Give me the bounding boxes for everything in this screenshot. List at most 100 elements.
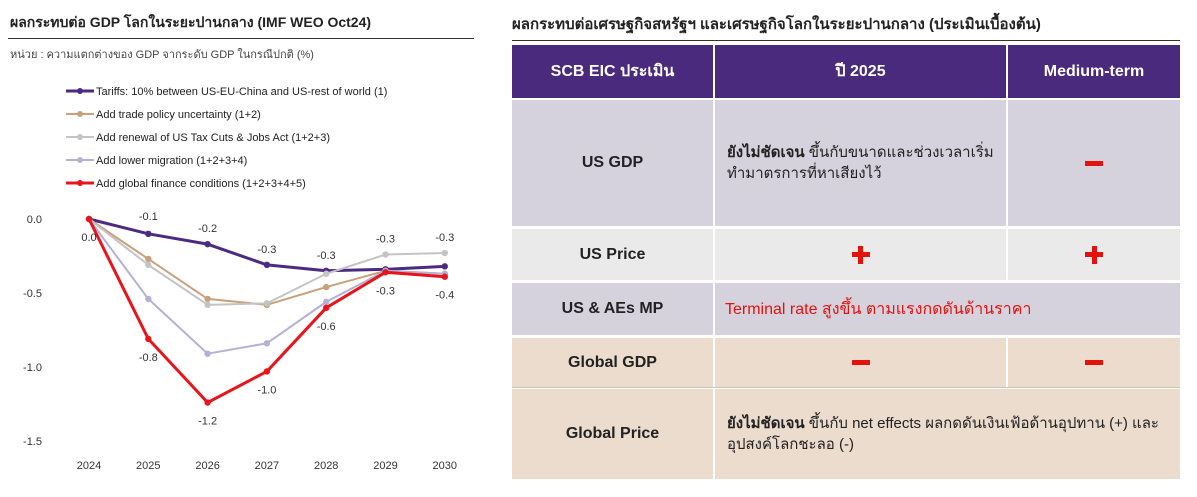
legend-item: Add trade policy uncertainty (1+2) bbox=[66, 109, 261, 121]
us-aes-mp-text: Terminal rate สูงขึ้น ตามแรงกดดันด้านราค… bbox=[725, 300, 1032, 318]
data-label: -1.0 bbox=[257, 384, 276, 396]
chart-series bbox=[85, 215, 448, 406]
us-price-2025 bbox=[715, 229, 1008, 280]
data-point bbox=[204, 295, 211, 303]
chart-panel: ผลกระทบต่อ GDP โลกในระยะปานกลาง (IMF WEO… bbox=[8, 8, 474, 490]
data-label: 0.0 bbox=[81, 232, 96, 244]
legend-swatch-marker bbox=[77, 134, 83, 140]
table-row-us-price: US Price bbox=[512, 229, 1180, 282]
us-gdp-2025-text: ยังไม่ชัดเจน ขึ้นกับขนาดและช่วงเวลาเริ่ม… bbox=[715, 100, 1008, 226]
x-tick-label: 2030 bbox=[433, 460, 457, 472]
data-label: -0.3 bbox=[317, 250, 336, 262]
x-tick-label: 2026 bbox=[195, 460, 219, 472]
row-label: Global GDP bbox=[512, 338, 715, 387]
x-tick-label: 2028 bbox=[314, 460, 338, 472]
data-label: -1.2 bbox=[198, 416, 217, 428]
table-row-us-aes-mp: US & AEs MP Terminal rate สูงขึ้น ตามแรง… bbox=[512, 283, 1180, 337]
y-tick-label: -1.0 bbox=[23, 362, 42, 374]
data-point bbox=[323, 304, 330, 311]
plus-icon bbox=[1085, 245, 1103, 264]
chart-title: ผลกระทบต่อ GDP โลกในระยะปานกลาง (IMF WEO… bbox=[8, 8, 474, 39]
header-medium-term: Medium-term bbox=[1043, 62, 1145, 80]
global-gdp-2025 bbox=[715, 338, 1008, 387]
data-point bbox=[204, 399, 211, 406]
chart-axes: 0.0 -0.5 -1.0 -1.5 2024 2025 2026 2027 2028 2029 2… bbox=[23, 214, 457, 472]
legend-swatch-marker bbox=[77, 157, 83, 163]
global-price-text: ยังไม่ชัดเจน ขึ้นกับ net effects ผลกดดัน… bbox=[715, 389, 1180, 479]
row-label: Global Price bbox=[512, 389, 715, 479]
table-row-global-price: Global Price ยังไม่ชัดเจน ขึ้นกับ net ef… bbox=[512, 389, 1180, 479]
data-point bbox=[145, 335, 152, 343]
data-point bbox=[145, 255, 152, 263]
legend-label: Add trade policy uncertainty (1+2) bbox=[96, 109, 261, 121]
legend-swatch-marker bbox=[77, 88, 83, 94]
data-point bbox=[263, 261, 271, 269]
data-label: -0.3 bbox=[435, 232, 454, 244]
legend-label: Tariffs: 10% between US-EU-China and US-… bbox=[96, 86, 387, 98]
data-label: -0.4 bbox=[435, 290, 454, 302]
table-row-global-gdp: Global GDP bbox=[512, 338, 1180, 388]
header-year-2025: ปี 2025 bbox=[715, 45, 1008, 98]
data-point bbox=[263, 368, 271, 375]
table-header-row: SCB EIC ประเมิน ปี 2025 Medium-term bbox=[512, 45, 1180, 98]
table-row-us-gdp: US GDP ยังไม่ชัดเจน ขึ้นกับขนาดและช่วงเว… bbox=[512, 100, 1180, 228]
data-label: -0.3 bbox=[376, 285, 395, 297]
global-gdp-medium-term bbox=[1008, 338, 1180, 387]
data-point bbox=[441, 263, 448, 270]
legend-swatch-marker bbox=[77, 111, 83, 117]
data-point bbox=[263, 300, 271, 307]
minus-icon bbox=[1085, 360, 1103, 365]
data-label: -0.2 bbox=[198, 223, 217, 235]
unclear-bold-text: ยังไม่ชัดเจน bbox=[727, 415, 805, 432]
us-gdp-medium-term bbox=[1008, 100, 1180, 226]
chart-data-labels: -0.1 -0.2 -0.3 -0.3 -0.3 -0.3 0.0 -0.8 -1.2 -1.0 -… bbox=[81, 211, 454, 428]
plus-icon bbox=[851, 245, 870, 264]
series-group bbox=[85, 215, 448, 406]
data-point bbox=[323, 283, 330, 291]
data-point bbox=[263, 340, 271, 347]
header-scb-eic: SCB EIC ประเมิน bbox=[512, 45, 715, 98]
chart-legend: Tariffs: 10% between US-EU-China and US-… bbox=[66, 86, 387, 190]
y-tick-label: -0.5 bbox=[23, 288, 42, 300]
data-point bbox=[85, 215, 93, 223]
data-point bbox=[323, 298, 330, 306]
data-point bbox=[382, 251, 389, 258]
data-label: -0.8 bbox=[139, 352, 158, 364]
unclear-bold-text: ยังไม่ชัดเจน bbox=[727, 144, 805, 161]
table-title: ผลกระทบต่อเศรษฐกิจสหรัฐฯ และเศรษฐกิจโลกใ… bbox=[512, 8, 1180, 41]
legend-label: Add global finance conditions (1+2+3+4+5… bbox=[96, 178, 306, 190]
data-point bbox=[204, 301, 211, 309]
minus-icon bbox=[1085, 160, 1103, 166]
data-label: -0.3 bbox=[257, 244, 276, 256]
y-tick-label: -1.5 bbox=[23, 436, 42, 448]
row-label: US GDP bbox=[512, 100, 715, 226]
data-point bbox=[441, 249, 448, 257]
x-tick-label: 2024 bbox=[77, 460, 101, 472]
data-point bbox=[145, 295, 152, 303]
global-price-detail-text: ขึ้นกับ net effects ผลกดดันเงินเฟ้อด้านอ… bbox=[727, 415, 1159, 453]
us-price-medium-term bbox=[1008, 229, 1180, 280]
data-point bbox=[204, 350, 211, 357]
data-label: -0.1 bbox=[139, 211, 158, 223]
data-point bbox=[145, 230, 152, 237]
row-label: US & AEs MP bbox=[512, 283, 715, 335]
minus-icon bbox=[851, 360, 870, 365]
legend-item: Add renewal of US Tax Cuts & Jobs Act (1… bbox=[66, 132, 330, 144]
data-label: -0.3 bbox=[376, 234, 395, 246]
data-point bbox=[441, 273, 448, 280]
chart-subtitle: หน่วย : ความแตกต่างของ GDP จากระดับ GDP … bbox=[10, 49, 314, 61]
x-tick-label: 2027 bbox=[255, 460, 279, 472]
data-point bbox=[323, 270, 330, 277]
x-tick-label: 2025 bbox=[136, 460, 160, 472]
data-point bbox=[382, 269, 389, 276]
legend-item: Add global finance conditions (1+2+3+4+5… bbox=[66, 178, 306, 190]
row-label: US Price bbox=[512, 229, 715, 280]
series-group bbox=[85, 215, 448, 309]
legend-item: Tariffs: 10% between US-EU-China and US-… bbox=[66, 86, 387, 98]
legend-label: Add renewal of US Tax Cuts & Jobs Act (1… bbox=[96, 132, 330, 144]
data-point bbox=[204, 240, 211, 248]
data-point bbox=[145, 261, 152, 269]
x-tick-label: 2029 bbox=[373, 460, 397, 472]
y-tick-label: 0.0 bbox=[27, 214, 42, 226]
assessment-panel: ผลกระทบต่อเศรษฐกิจสหรัฐฯ และเศรษฐกิจโลกใ… bbox=[512, 8, 1180, 490]
